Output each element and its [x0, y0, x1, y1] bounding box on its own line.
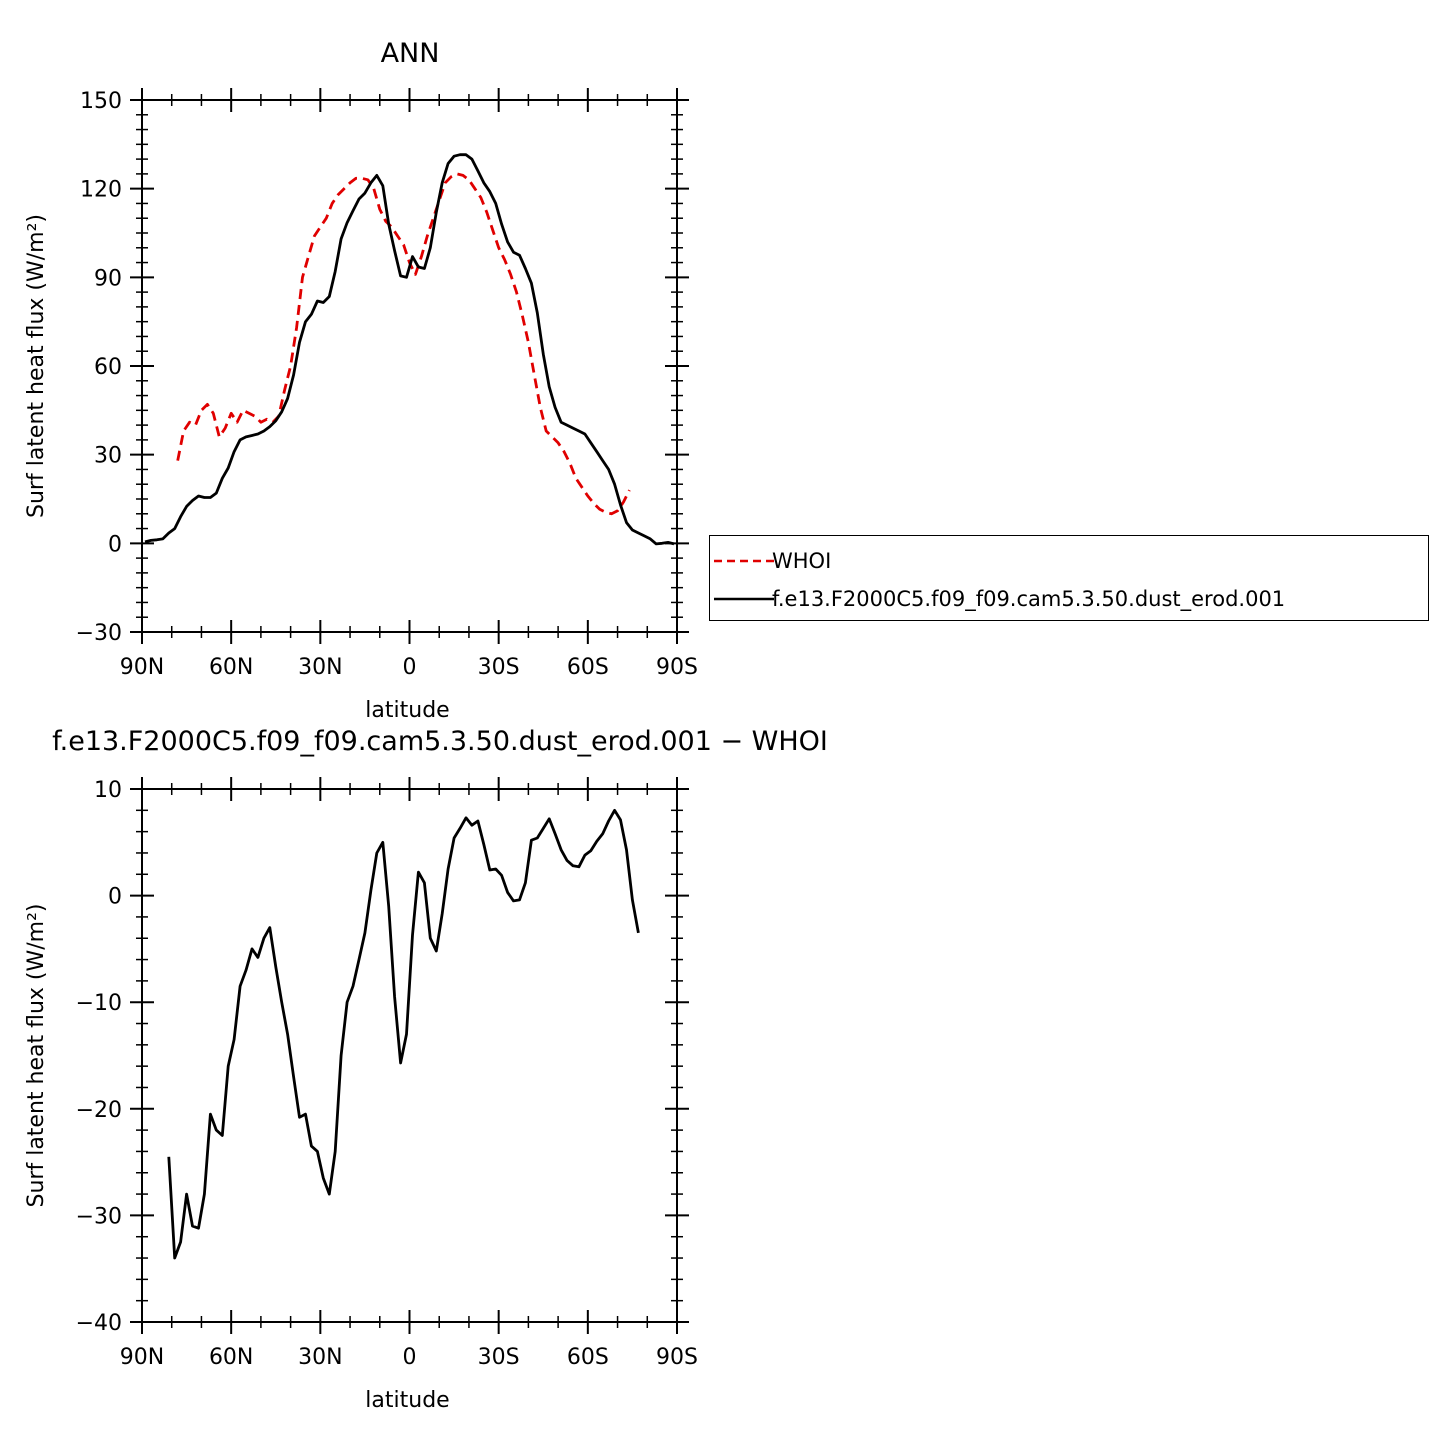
x-tick-label: 90S	[656, 1345, 698, 1370]
top-panel: −30 0 30 60 90 120 150 90N 60N 30N 0 30S 60S 90S ANN la…	[24, 38, 698, 723]
x-tick-label: 60N	[209, 655, 253, 680]
x-tick-label: 90N	[120, 655, 164, 680]
x-axis-label: latitude	[365, 1388, 449, 1413]
x-axis-label: latitude	[365, 698, 449, 723]
x-tick-label: 30N	[298, 1345, 342, 1370]
legend-label-whoi: WHOI	[772, 549, 832, 573]
x-tick-label: 90S	[656, 655, 698, 680]
legend-swatch-solid-black	[714, 597, 774, 601]
plot-frame	[141, 788, 678, 1323]
x-tick-label: 30S	[478, 655, 520, 680]
y-tick-label: 0	[108, 885, 122, 910]
y-tick-label: −30	[76, 621, 122, 646]
x-tick-label: 30N	[298, 655, 342, 680]
y-tick-label: 150	[80, 89, 122, 114]
bottom-panel: −40 −30 −20 −10 0 10 90N 60N 30N 0 30S 60S 90S f.e13.…	[24, 726, 828, 1413]
y-tick-label: 0	[108, 532, 122, 557]
x-tick-label: 90N	[120, 1345, 164, 1370]
y-axis-label: Surf latent heat flux (W/m²)	[24, 904, 49, 1208]
y-tick-label: 90	[94, 266, 122, 291]
y-tick-label: 60	[94, 355, 122, 380]
series-line-model	[144, 153, 675, 546]
y-tick-label: 30	[94, 444, 122, 469]
series-line-model	[167, 808, 640, 1260]
series-line-whoi	[176, 172, 631, 516]
x-tick-label: 0	[403, 1345, 417, 1370]
legend-swatch-dashed-red	[714, 559, 774, 563]
y-tick-label: −10	[76, 991, 122, 1016]
x-tick-label: 60N	[209, 1345, 253, 1370]
chart-title: ANN	[381, 38, 440, 69]
y-tick-label: −20	[76, 1098, 122, 1123]
x-tick-label: 60S	[567, 1345, 609, 1370]
x-tick-label: 30S	[478, 1345, 520, 1370]
x-tick-label: 60S	[567, 655, 609, 680]
y-axis-label: Surf latent heat flux (W/m²)	[24, 214, 49, 518]
plot-frame	[141, 99, 678, 633]
y-tick-label: −40	[76, 1311, 122, 1336]
x-tick-label: 0	[403, 655, 417, 680]
legend: WHOI f.e13.F2000C5.f09_f09.cam5.3.50.dus…	[709, 535, 1429, 621]
y-tick-label: 120	[80, 178, 122, 203]
chart-title: f.e13.F2000C5.f09_f09.cam5.3.50.dust_ero…	[52, 726, 828, 757]
y-tick-label: −30	[76, 1204, 122, 1229]
legend-label-model: f.e13.F2000C5.f09_f09.cam5.3.50.dust_ero…	[772, 587, 1286, 611]
y-tick-label: 10	[94, 778, 122, 803]
